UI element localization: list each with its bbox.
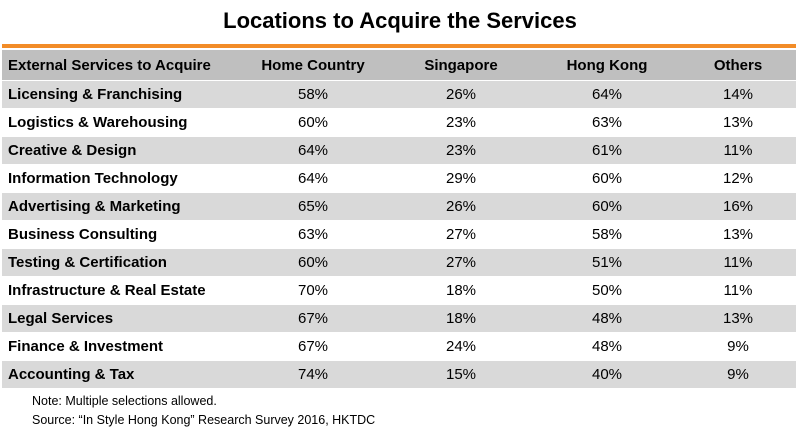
column-header: Home Country bbox=[238, 50, 388, 81]
value-cell: 15% bbox=[388, 360, 534, 389]
value-cell: 67% bbox=[238, 332, 388, 361]
row-label: Finance & Investment bbox=[2, 332, 238, 361]
value-cell: 40% bbox=[534, 360, 680, 389]
table-row: Infrastructure & Real Estate 70% 18% 50% 11% bbox=[2, 276, 796, 305]
value-cell: 50% bbox=[534, 276, 680, 305]
value-cell: 27% bbox=[388, 220, 534, 249]
value-cell: 58% bbox=[238, 80, 388, 109]
value-cell: 26% bbox=[388, 192, 534, 221]
value-cell: 60% bbox=[534, 164, 680, 193]
row-label: Infrastructure & Real Estate bbox=[2, 276, 238, 305]
value-cell: 63% bbox=[534, 108, 680, 137]
row-label: Creative & Design bbox=[2, 136, 238, 165]
column-header: External Services to Acquire bbox=[2, 50, 238, 81]
row-label: Advertising & Marketing bbox=[2, 192, 238, 221]
table-row: Information Technology 64% 29% 60% 12% bbox=[2, 164, 796, 193]
header-row: External Services to Acquire Home Countr… bbox=[2, 50, 796, 81]
value-cell: 67% bbox=[238, 304, 388, 333]
table-row: Testing & Certification 60% 27% 51% 11% bbox=[2, 248, 796, 277]
table-row: Finance & Investment 67% 24% 48% 9% bbox=[2, 332, 796, 361]
value-cell: 51% bbox=[534, 248, 680, 277]
value-cell: 74% bbox=[238, 360, 388, 389]
row-label: Testing & Certification bbox=[2, 248, 238, 277]
value-cell: 18% bbox=[388, 304, 534, 333]
row-label: Legal Services bbox=[2, 304, 238, 333]
value-cell: 65% bbox=[238, 192, 388, 221]
value-cell: 60% bbox=[238, 248, 388, 277]
table-row: Licensing & Franchising 58% 26% 64% 14% bbox=[2, 80, 796, 109]
source-text: Source: “In Style Hong Kong” Research Su… bbox=[32, 413, 376, 427]
note-text: Note: Multiple selections allowed. bbox=[32, 394, 217, 408]
row-label: Information Technology bbox=[2, 164, 238, 193]
table-row: Creative & Design 64% 23% 61% 11% bbox=[2, 136, 796, 165]
value-cell: 27% bbox=[388, 248, 534, 277]
value-cell: 64% bbox=[534, 80, 680, 109]
value-cell: 63% bbox=[238, 220, 388, 249]
table-row: Logistics & Warehousing 60% 23% 63% 13% bbox=[2, 108, 796, 137]
value-cell: 58% bbox=[534, 220, 680, 249]
value-cell: 64% bbox=[238, 164, 388, 193]
row-label: Logistics & Warehousing bbox=[2, 108, 238, 137]
value-cell: 61% bbox=[534, 136, 680, 165]
table-row: Legal Services 67% 18% 48% 13% bbox=[2, 304, 796, 333]
value-cell: 11% bbox=[680, 248, 796, 277]
value-cell: 23% bbox=[388, 136, 534, 165]
column-header: Singapore bbox=[388, 50, 534, 81]
value-cell: 13% bbox=[680, 108, 796, 137]
table-title: Locations to Acquire the Services bbox=[223, 8, 577, 33]
column-header: Hong Kong bbox=[534, 50, 680, 81]
table-row: Accounting & Tax 74% 15% 40% 9% bbox=[2, 360, 796, 389]
table-row: Business Consulting 63% 27% 58% 13% bbox=[2, 220, 796, 249]
value-cell: 60% bbox=[534, 192, 680, 221]
value-cell: 13% bbox=[680, 304, 796, 333]
value-cell: 24% bbox=[388, 332, 534, 361]
row-label: Accounting & Tax bbox=[2, 360, 238, 389]
table-row: Advertising & Marketing 65% 26% 60% 16% bbox=[2, 192, 796, 221]
value-cell: 9% bbox=[680, 332, 796, 361]
value-cell: 16% bbox=[680, 192, 796, 221]
value-cell: 12% bbox=[680, 164, 796, 193]
footnotes: Note: Multiple selections allowed. Sourc… bbox=[32, 392, 375, 430]
value-cell: 48% bbox=[534, 332, 680, 361]
value-cell: 60% bbox=[238, 108, 388, 137]
value-cell: 14% bbox=[680, 80, 796, 109]
value-cell: 11% bbox=[680, 276, 796, 305]
row-label: Business Consulting bbox=[2, 220, 238, 249]
value-cell: 48% bbox=[534, 304, 680, 333]
value-cell: 29% bbox=[388, 164, 534, 193]
value-cell: 64% bbox=[238, 136, 388, 165]
table-body: Licensing & Franchising 58% 26% 64% 14% Logis… bbox=[2, 80, 796, 389]
data-table: External Services to Acquire Home Countr… bbox=[2, 50, 796, 389]
row-label: Licensing & Franchising bbox=[2, 80, 238, 109]
value-cell: 9% bbox=[680, 360, 796, 389]
value-cell: 11% bbox=[680, 136, 796, 165]
value-cell: 70% bbox=[238, 276, 388, 305]
column-header: Others bbox=[680, 50, 796, 81]
value-cell: 26% bbox=[388, 80, 534, 109]
value-cell: 13% bbox=[680, 220, 796, 249]
value-cell: 18% bbox=[388, 276, 534, 305]
accent-bar bbox=[2, 44, 796, 48]
value-cell: 23% bbox=[388, 108, 534, 137]
